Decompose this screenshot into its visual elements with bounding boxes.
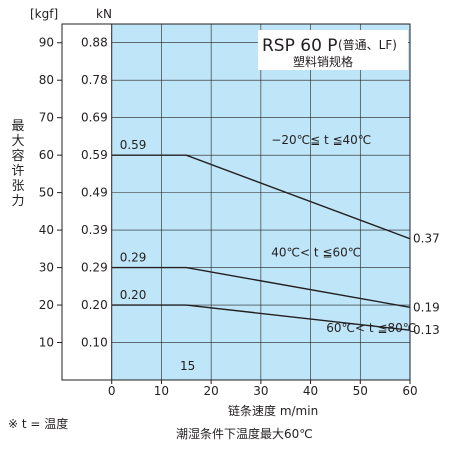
y-axis-title-char: 容 xyxy=(11,148,24,164)
y-tick-label-kgf: 50 xyxy=(39,186,54,200)
x-tick-label: 50 xyxy=(353,384,368,398)
series-name-label: −20℃≦ t ≦40℃ xyxy=(271,133,371,147)
y-tick-label-kn: 0.88 xyxy=(81,36,108,50)
y-axis-ticks: 10 0.10 20 0.20 30 0.29 40 0.39 50 0.49 60 0.59 70 0.… xyxy=(39,36,108,350)
unit-kn-label: kN xyxy=(96,7,112,21)
unit-kgf-label: [kgf] xyxy=(30,7,58,21)
x-tick-label: 10 xyxy=(154,384,169,398)
legend-box xyxy=(258,30,408,70)
series-name-label: 40℃< t ≦60℃ xyxy=(271,246,361,260)
y-tick-label-kgf: 60 xyxy=(39,148,54,162)
x-tick-label: 40 xyxy=(303,384,318,398)
y-tick-label-kgf: 70 xyxy=(39,111,54,125)
y-tick-label-kn: 0.20 xyxy=(81,298,108,312)
footnote-temperature: ※ t = 温度 xyxy=(8,416,68,431)
plot-border xyxy=(61,23,411,381)
y-tick-label-kn: 0.59 xyxy=(81,148,108,162)
x-tick-label: 0 xyxy=(108,384,116,398)
y-tick-label-kn: 0.69 xyxy=(81,111,108,125)
legend-subtitle: 塑料销规格 xyxy=(293,54,353,69)
y-tick-label-kn: 0.39 xyxy=(81,223,108,237)
y-axis-title-char: 大 xyxy=(11,134,24,149)
y-tick-label-kn: 0.49 xyxy=(81,186,108,200)
series-start-label: 0.29 xyxy=(120,251,147,265)
series-name-label: 60℃< t ≦80℃ xyxy=(326,321,416,335)
series-start-label: 0.20 xyxy=(120,288,147,302)
series-lines xyxy=(111,154,411,331)
speed-marker-label: 15 xyxy=(180,359,195,373)
y-tick-label-kn: 0.29 xyxy=(81,261,108,275)
x-axis-title: 链条速度 m/min xyxy=(228,403,318,418)
x-axis-ticks: 0 10 20 30 40 50 60 xyxy=(108,380,418,398)
footnote-humidity: 潮湿条件下温度最大60℃ xyxy=(176,426,313,441)
y-tick-label-kn: 0.10 xyxy=(81,336,108,350)
y-tick-label-kgf: 30 xyxy=(39,261,54,275)
y-tick-label-kgf: 20 xyxy=(39,298,54,312)
series-end-label: 0.13 xyxy=(413,323,440,337)
y-axis-title-char: 张 xyxy=(11,179,24,194)
series-line xyxy=(111,154,411,240)
series-line xyxy=(111,266,411,308)
legend-title: RSP 60 P xyxy=(262,36,338,56)
y-tick-label-kgf: 10 xyxy=(39,336,54,350)
y-tick-label-kn: 0.78 xyxy=(81,73,108,87)
y-tick-label-kgf: 90 xyxy=(39,36,54,50)
y-axis-title-char: 许 xyxy=(11,164,24,179)
x-tick-label: 30 xyxy=(253,384,268,398)
series-end-label: 0.37 xyxy=(413,232,440,246)
series-start-label: 0.59 xyxy=(120,138,147,152)
y-axis-title: 最大容许张力 xyxy=(11,119,24,209)
y-axis-title-char: 最 xyxy=(11,119,24,134)
y-tick-label-kgf: 80 xyxy=(39,73,54,87)
series-labels: 0.59 0.37 −20℃≦ t ≦40℃ 0.29 0.19 40℃< t ≦60℃ 0… xyxy=(120,133,440,337)
legend-title-suffix: (普通、LF) xyxy=(338,38,397,52)
y-axis-title-char: 力 xyxy=(11,194,24,209)
x-tick-label: 20 xyxy=(204,384,219,398)
y-tick-label-kgf: 40 xyxy=(39,223,54,237)
plot-frame xyxy=(61,23,411,381)
x-tick-label: 60 xyxy=(402,384,417,398)
series-end-label: 0.19 xyxy=(413,300,440,314)
series-line xyxy=(111,304,411,331)
